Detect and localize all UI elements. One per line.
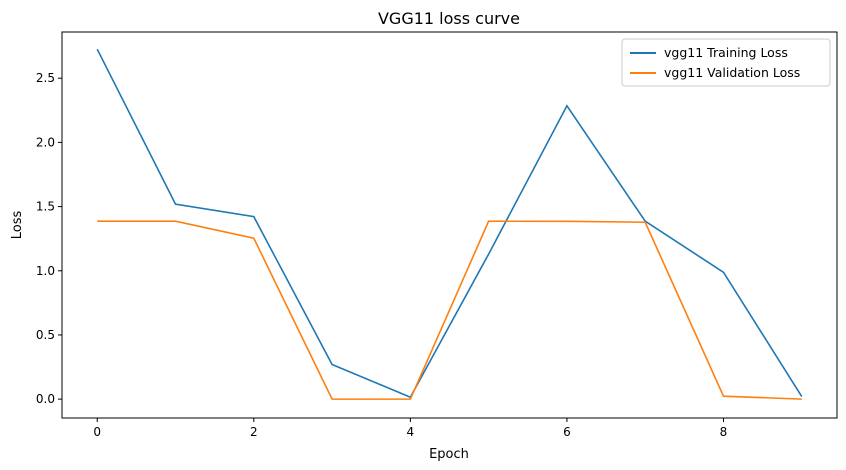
x-tick-label: 0 — [93, 425, 101, 439]
chart-title: VGG11 loss curve — [378, 9, 520, 28]
x-tick-label: 2 — [250, 425, 258, 439]
y-tick-label: 0.5 — [36, 328, 55, 342]
series-line-1 — [97, 220, 802, 400]
legend-label: vgg11 Training Loss — [664, 45, 788, 60]
legend-box — [621, 38, 831, 87]
y-tick-label: 2.0 — [36, 135, 55, 149]
x-tick-label: 8 — [720, 425, 728, 439]
x-tick-label: 6 — [563, 425, 571, 439]
y-tick-label: 2.5 — [36, 71, 55, 85]
y-axis-label: Loss — [10, 211, 25, 240]
plot-frame — [61, 31, 838, 419]
series-line-0 — [96, 48, 803, 399]
x-tick-label: 4 — [407, 425, 415, 439]
y-tick-label: 0.0 — [36, 392, 55, 406]
legend-label: vgg11 Validation Loss — [664, 65, 800, 80]
y-tick-label: 1.0 — [36, 264, 55, 278]
y-tick-label: 1.5 — [36, 200, 55, 214]
legend: vgg11 Training Loss vgg11 Validation Loss — [621, 38, 831, 87]
x-axis-label: Epoch — [429, 447, 469, 462]
